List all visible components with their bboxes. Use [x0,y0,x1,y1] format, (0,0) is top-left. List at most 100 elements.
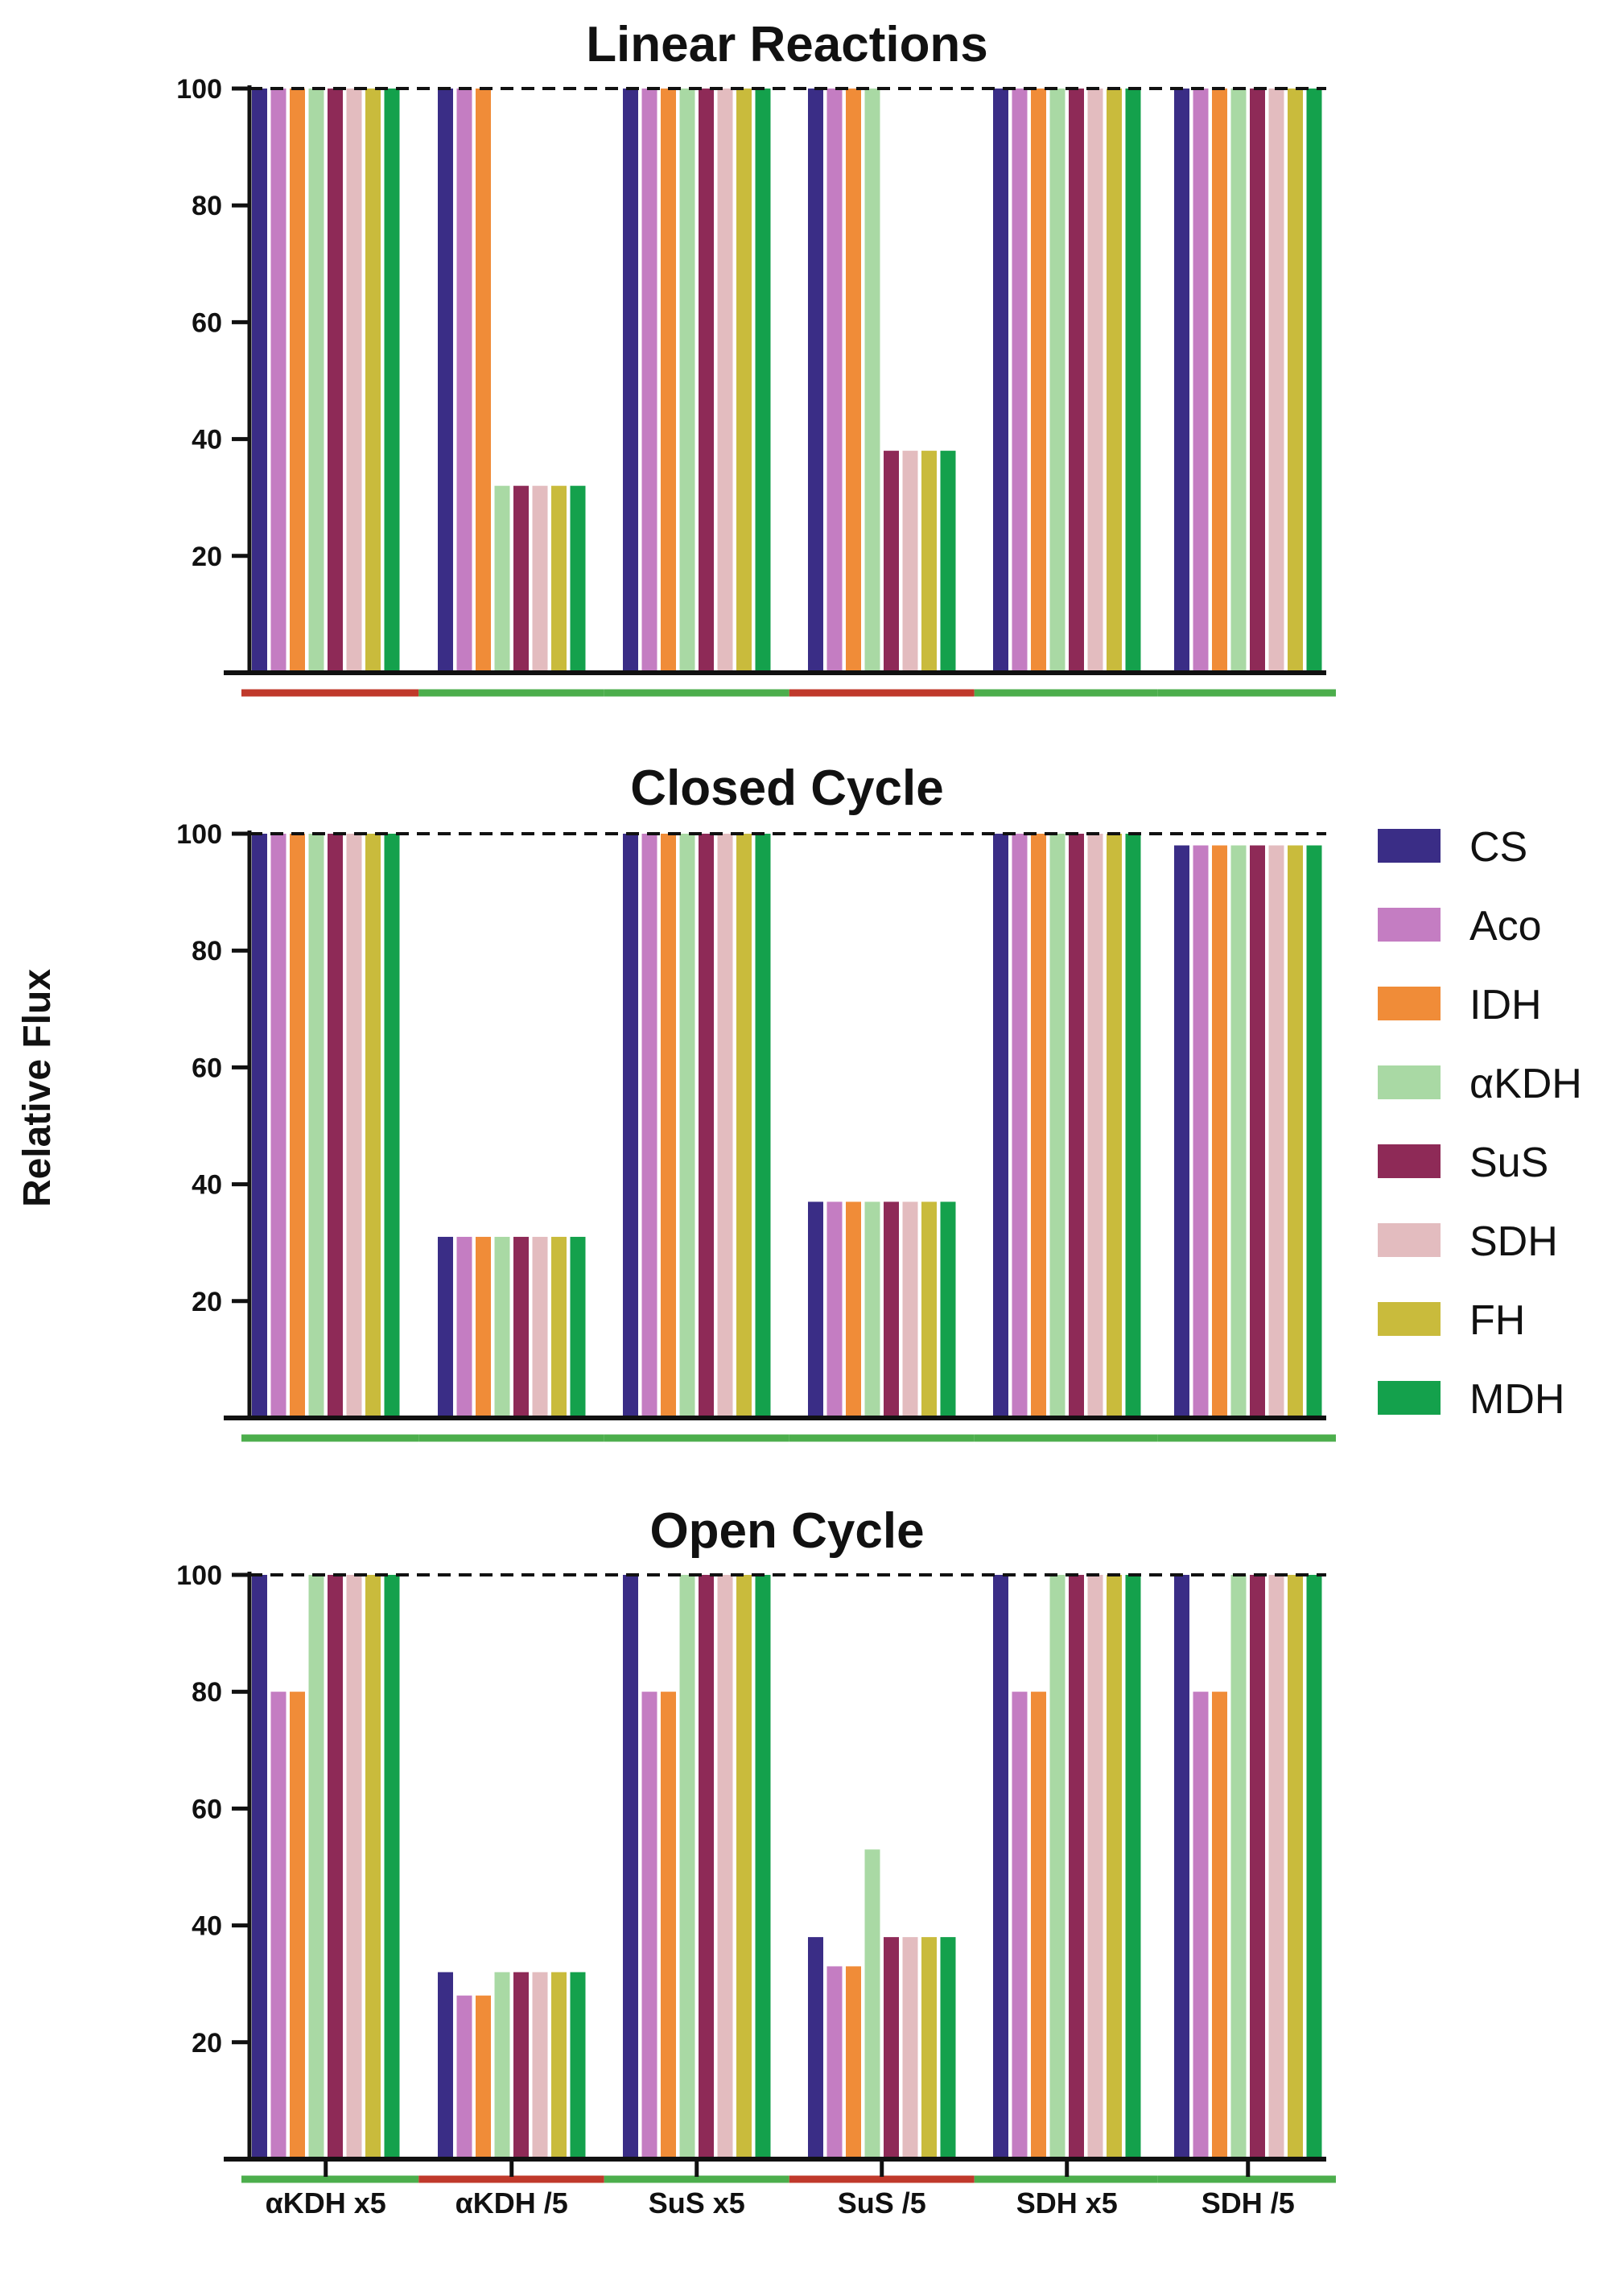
bar-αKDH-SuS /5 [864,1849,880,2159]
bar-MDH-αKDH /5 [570,1236,586,1418]
bar-CS-αKDH x5 [252,834,267,1418]
bar-SDH-SuS x5 [717,1575,733,2159]
y-tick-label: 20 [192,1287,222,1317]
bar-Aco-SDH x5 [1012,834,1028,1418]
bar-CS-SuS /5 [808,1937,823,2159]
bar-SuS-SDH /5 [1250,1575,1265,2159]
bar-Aco-SDH /5 [1193,89,1209,673]
bar-SDH-SDH /5 [1268,845,1284,1418]
bar-SDH-αKDH /5 [532,1972,548,2159]
bar-SuS-SDH /5 [1250,845,1265,1418]
bar-αKDH-αKDH x5 [308,89,324,673]
bar-MDH-SDH /5 [1306,845,1322,1418]
bar-αKDH-SuS x5 [679,834,695,1418]
bar-Aco-αKDH /5 [456,1995,472,2159]
legend-swatch-Aco [1378,908,1441,942]
bar-Aco-αKDH x5 [270,1692,286,2159]
bar-MDH-SuS x5 [755,834,771,1418]
bar-SDH-αKDH x5 [346,1575,362,2159]
y-tick-label: 40 [192,1911,222,1942]
bar-SuS-αKDH x5 [328,89,343,673]
x-tick-label: αKDH /5 [455,2186,568,2219]
bar-SuS-SDH /5 [1250,89,1265,673]
bar-IDH-αKDH x5 [290,1692,305,2159]
bar-SuS-SuS x5 [699,89,714,673]
legend-swatch-SuS [1378,1144,1441,1178]
x-tick-label: SDH /5 [1202,2186,1295,2219]
bar-FH-SuS x5 [736,89,752,673]
bar-SDH-SuS /5 [902,1201,918,1418]
bar-Aco-SuS x5 [641,834,657,1418]
y-tick-label: 100 [176,1560,222,1591]
panel-title: Linear Reactions [586,17,988,72]
bar-FH-αKDH /5 [551,1236,567,1418]
bar-αKDH-SuS /5 [864,1201,880,1418]
bar-FH-αKDH x5 [365,1575,381,2159]
panel-3: Open Cycle 20 40 60 80 100 αKDH x5 αKDH /5 SuS x… [176,1503,1336,2219]
legend-label: SDH [1469,1218,1558,1265]
bar-Aco-SuS /5 [826,1966,843,2159]
bar-CS-SuS x5 [623,834,638,1418]
bar-SDH-SuS /5 [902,451,918,673]
bar-MDH-SDH x5 [1125,1575,1141,2159]
bar-MDH-SDH /5 [1306,89,1322,673]
bar-FH-SDH /5 [1288,89,1303,673]
bar-CS-SDH /5 [1174,1575,1189,2159]
bar-SuS-αKDH /5 [513,485,529,673]
bar-FH-SuS x5 [736,1575,752,2159]
bar-SuS-SuS /5 [884,1201,899,1418]
bar-FH-αKDH /5 [551,1972,567,2159]
bar-SuS-αKDH x5 [328,1575,343,2159]
bar-Aco-SDH x5 [1012,1692,1028,2159]
legend-label: Aco [1469,903,1542,950]
bar-IDH-SDH /5 [1212,845,1227,1418]
bar-MDH-SDH x5 [1125,834,1141,1418]
bar-SDH-αKDH /5 [532,485,548,673]
x-tick-label: αKDH x5 [266,2186,386,2219]
bar-CS-αKDH /5 [438,1236,453,1418]
y-tick-label: 100 [176,74,222,105]
bar-FH-SDH x5 [1107,1575,1122,2159]
bar-Aco-SuS x5 [641,1692,657,2159]
bar-MDH-αKDH x5 [384,834,400,1418]
bar-SuS-SuS x5 [699,834,714,1418]
bar-SDH-SuS x5 [717,89,733,673]
bar-αKDH-αKDH /5 [494,1236,510,1418]
bar-IDH-SDH x5 [1031,89,1046,673]
bar-Aco-αKDH /5 [456,89,472,673]
bar-FH-SuS /5 [921,1201,937,1418]
bar-αKDH-SuS x5 [679,89,695,673]
bar-SuS-αKDH x5 [328,834,343,1418]
bar-IDH-SuS x5 [661,89,676,673]
bar-αKDH-SuS /5 [864,89,880,673]
bar-SuS-SDH x5 [1069,1575,1084,2159]
legend-label: CS [1469,824,1527,871]
bar-MDH-αKDH /5 [570,1972,586,2159]
bar-αKDH-SDH x5 [1049,89,1065,673]
legend-swatch-αKDH [1378,1065,1441,1099]
bar-CS-SDH x5 [993,89,1008,673]
bar-SuS-SDH x5 [1069,834,1084,1418]
bar-CS-αKDH /5 [438,1972,453,2159]
bar-SDH-SuS /5 [902,1937,918,2159]
bar-MDH-SDH /5 [1306,1575,1322,2159]
bar-MDH-SuS /5 [940,451,956,673]
bar-CS-SDH /5 [1174,845,1189,1418]
legend-label: FH [1469,1297,1525,1344]
y-tick-label: 80 [192,936,222,966]
bar-Aco-SDH x5 [1012,89,1028,673]
bar-IDH-SuS /5 [846,89,861,673]
bar-SDH-SDH /5 [1268,89,1284,673]
bar-MDH-SDH x5 [1125,89,1141,673]
bar-CS-SDH x5 [993,1575,1008,2159]
bar-FH-SDH x5 [1107,89,1122,673]
bar-FH-SDH /5 [1288,845,1303,1418]
bar-MDH-αKDH /5 [570,485,586,673]
bar-IDH-SuS x5 [661,834,676,1418]
bar-MDH-SuS /5 [940,1201,956,1418]
bar-SuS-SDH x5 [1069,89,1084,673]
y-tick-label: 20 [192,542,222,572]
bar-IDH-SuS x5 [661,1692,676,2159]
x-tick-label: SDH x5 [1016,2186,1118,2219]
